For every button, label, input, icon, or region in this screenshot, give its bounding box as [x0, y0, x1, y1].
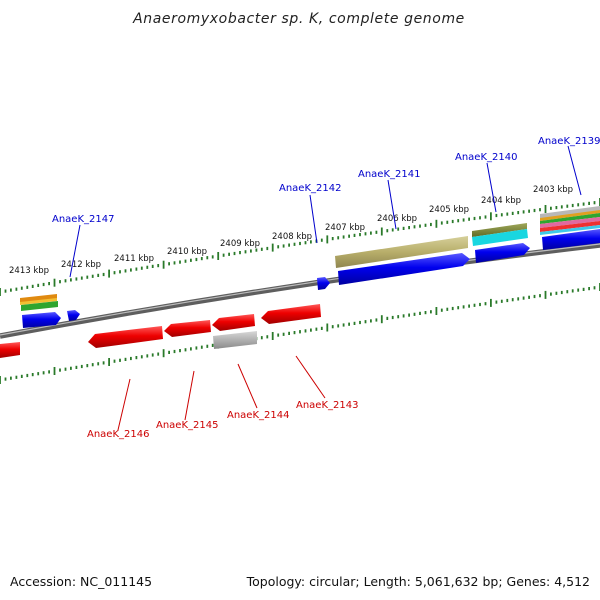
gene-label-anaek-2140[interactable]: AnaeK_2140 — [455, 152, 517, 163]
reverse-strand-genes — [0, 304, 321, 358]
scale-label: 2413 kbp — [9, 266, 49, 276]
scale-label: 2411 kbp — [114, 254, 154, 264]
gene-anaek-2142[interactable] — [317, 277, 330, 290]
gene-anaek-2139[interactable] — [542, 229, 600, 250]
gene-anaek-2143[interactable] — [261, 304, 321, 324]
gene-label-anaek-2147[interactable]: AnaeK_2147 — [52, 214, 114, 225]
scale-label: 2404 kbp — [481, 196, 521, 206]
gene-label-anaek-2139[interactable]: AnaeK_2139 — [538, 136, 600, 147]
reverse-gene-labels: AnaeK_2146 AnaeK_2145 AnaeK_2144 AnaeK_2… — [87, 400, 358, 440]
gene-anaek-2144[interactable] — [212, 314, 255, 331]
feature-stack-left — [20, 294, 58, 311]
lower-scale-track — [0, 283, 600, 384]
feature-grey — [213, 331, 257, 349]
gene-reverse-left-edge[interactable] — [0, 342, 20, 358]
feature-olive — [472, 223, 527, 237]
upper-scale-track — [0, 198, 600, 296]
genome-summary-text: Topology: circular; Length: 5,061,632 bp… — [246, 574, 590, 589]
gene-label-anaek-2142[interactable]: AnaeK_2142 — [279, 183, 341, 194]
scale-label: 2412 kbp — [61, 260, 101, 270]
gene-anaek-2141[interactable] — [338, 253, 470, 285]
scale-label: 2410 kbp — [167, 247, 207, 257]
forward-gene-labels: AnaeK_2147 AnaeK_2142 AnaeK_2141 AnaeK_2… — [52, 136, 600, 225]
scale-label: 2408 kbp — [272, 232, 312, 242]
gene-label-anaek-2141[interactable]: AnaeK_2141 — [358, 169, 420, 180]
accession-text: Accession: NC_011145 — [10, 574, 152, 589]
genome-backbone — [0, 242, 600, 339]
gene-label-anaek-2144[interactable]: AnaeK_2144 — [227, 410, 289, 421]
gene-anaek-2145[interactable] — [164, 320, 211, 337]
gene-label-anaek-2143[interactable]: AnaeK_2143 — [296, 400, 358, 411]
gene-anaek-2146[interactable] — [88, 326, 163, 348]
gene-anaek-2140[interactable] — [475, 243, 530, 263]
scale-label: 2407 kbp — [325, 223, 365, 233]
scale-label: 2409 kbp — [220, 239, 260, 249]
gene-label-anaek-2146[interactable]: AnaeK_2146 — [87, 429, 149, 440]
forward-strand-genes — [20, 206, 600, 328]
scale-label: 2405 kbp — [429, 205, 469, 215]
feature-khaki — [335, 236, 468, 268]
gene-label-anaek-2145[interactable]: AnaeK_2145 — [156, 420, 218, 431]
gene-forward-left[interactable] — [22, 312, 61, 328]
label-leaders — [69, 145, 582, 431]
gene-anaek-2147[interactable] — [67, 310, 80, 321]
scale-label: 2403 kbp — [533, 185, 573, 195]
genome-title: Anaeromyxobacter sp. K, complete genome — [132, 11, 465, 27]
feature-stack-right — [540, 206, 600, 235]
scale-label: 2406 kbp — [377, 214, 417, 224]
scale-labels: 2413 kbp 2412 kbp 2411 kbp 2410 kbp 2409… — [9, 185, 573, 276]
feature-cyan — [472, 229, 528, 246]
